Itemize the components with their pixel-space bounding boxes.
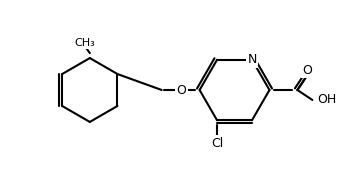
Text: O: O [177,83,187,97]
Text: CH₃: CH₃ [74,38,95,48]
Text: N: N [247,53,257,66]
Text: OH: OH [317,93,337,107]
Text: O: O [302,63,312,77]
Text: Cl: Cl [211,137,223,150]
